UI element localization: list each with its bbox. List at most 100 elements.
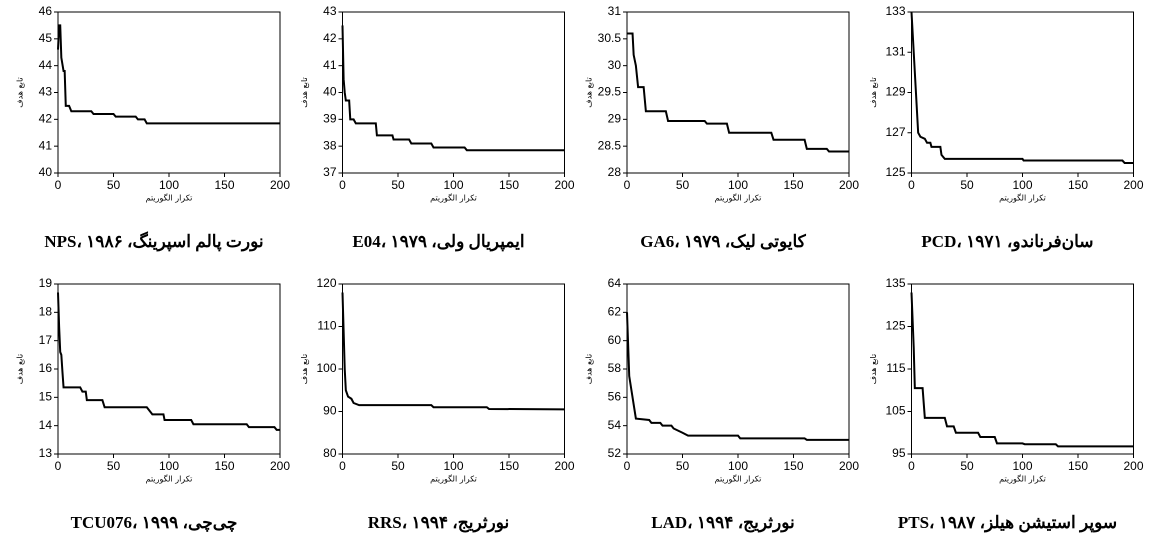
y-tick-label: 37 bbox=[323, 165, 337, 179]
plot-frame bbox=[342, 11, 565, 174]
x-tick-label: 0 bbox=[339, 178, 346, 192]
chart-panel: 37 38 39 40 41 42 43 0 50 100 150 200 تکرار الگوریتم… bbox=[300, 4, 575, 252]
line bbox=[627, 32, 849, 153]
x-tick-label: 0 bbox=[908, 459, 915, 473]
y-tick-label: 28.5 bbox=[598, 138, 622, 152]
x-tick-label: 50 bbox=[960, 459, 974, 473]
x-tick-label: 0 bbox=[55, 178, 62, 192]
y-tick-label: 105 bbox=[885, 404, 905, 418]
x-tick-label: 150 bbox=[214, 459, 234, 473]
line bbox=[626, 312, 849, 441]
x-tick-label: 150 bbox=[783, 178, 803, 192]
y-tick-label: 129 bbox=[885, 85, 905, 99]
x-axis-label: تکرار الگوریتم bbox=[715, 474, 762, 484]
x-tick-label: 0 bbox=[624, 178, 631, 192]
y-tick-label: 29 bbox=[608, 112, 622, 126]
y-tick-label: 131 bbox=[885, 44, 905, 58]
y-tick-label: 40 bbox=[323, 85, 337, 99]
y-tick-label: 18 bbox=[39, 305, 53, 319]
x-axis-label: تکرار الگوریتم bbox=[430, 193, 477, 203]
y-axis-label: تابع هدف bbox=[300, 354, 309, 384]
x-tick-label: 150 bbox=[1068, 459, 1088, 473]
chart-title: نورثریج، LAD، ۱۹۹۴ bbox=[651, 513, 794, 533]
x-tick-label: 50 bbox=[960, 178, 974, 192]
chart-panel: 95 105 115 125 135 0 50 100 150 200 تکرار الگوریتم… bbox=[869, 276, 1144, 533]
x-axis-label: تکرار الگوریتم bbox=[146, 193, 193, 203]
chart-panel: 125 127 129 131 133 0 50 100 150 200 تکرار الگوریت… bbox=[869, 4, 1144, 252]
x-tick-label: 100 bbox=[443, 178, 463, 192]
chart-title: ایمپریال ولی، E04، ۱۹۷۹ bbox=[352, 232, 524, 252]
chart-title: سوپر استیشن هیلز، PTS، ۱۹۸۷ bbox=[898, 513, 1117, 533]
y-axis-label: تابع هدف bbox=[869, 354, 878, 384]
x-tick-label: 50 bbox=[676, 459, 690, 473]
y-tick-label: 54 bbox=[608, 418, 622, 432]
plot-frame bbox=[342, 283, 565, 455]
x-tick-label: 100 bbox=[443, 459, 463, 473]
y-tick-label: 28 bbox=[608, 165, 622, 179]
x-axis-label: تکرار الگوریتم bbox=[999, 193, 1046, 203]
y-tick-label: 120 bbox=[316, 276, 336, 290]
x-tick-label: 100 bbox=[728, 459, 748, 473]
chart-panel: 13 14 15 16 17 18 19 0 50 100 150 200 تکرار الگوریتم… bbox=[16, 276, 291, 533]
y-tick-label: 58 bbox=[608, 361, 622, 375]
y-tick-label: 133 bbox=[885, 4, 905, 18]
x-tick-label: 50 bbox=[107, 178, 121, 192]
chart-panel: 80 90 100 110 120 0 50 100 150 200 تکرار الگوریتم ت… bbox=[300, 276, 575, 533]
y-tick-label: 39 bbox=[323, 112, 337, 126]
x-tick-label: 200 bbox=[554, 459, 574, 473]
chart-panel: 28 28.5 29 29.5 30 30.5 31 0 50 100 150 200 تکرار ال… bbox=[585, 4, 860, 252]
x-tick-label: 100 bbox=[159, 178, 179, 192]
chart-panel: 40 41 42 43 44 45 46 0 50 100 150 200 تکرار الگوریتم… bbox=[16, 4, 291, 252]
y-tick-label: 14 bbox=[39, 418, 53, 432]
x-tick-label: 200 bbox=[1123, 459, 1143, 473]
line bbox=[57, 24, 280, 125]
y-tick-label: 60 bbox=[608, 333, 622, 347]
y-tick-label: 52 bbox=[608, 446, 622, 460]
line bbox=[910, 11, 1134, 164]
plot-frame bbox=[626, 283, 850, 455]
y-tick-label: 42 bbox=[39, 112, 53, 126]
y-tick-label: 64 bbox=[608, 276, 622, 290]
x-tick-label: 150 bbox=[499, 178, 519, 192]
chart-title: نورت پالم اسپرینگ، NPS، ۱۹۸۶ bbox=[44, 231, 263, 252]
chart-title: سان‌فرناندو، PCD، ۱۹۷۱ bbox=[921, 232, 1093, 252]
x-axis-label: تکرار الگوریتم bbox=[999, 474, 1046, 484]
y-tick-label: 41 bbox=[323, 58, 337, 72]
x-tick-label: 100 bbox=[1012, 178, 1032, 192]
line bbox=[57, 292, 280, 431]
y-tick-label: 13 bbox=[39, 446, 53, 460]
y-tick-label: 56 bbox=[608, 390, 622, 404]
x-tick-label: 50 bbox=[391, 178, 405, 192]
x-tick-label: 200 bbox=[270, 459, 290, 473]
y-tick-label: 80 bbox=[323, 446, 337, 460]
y-tick-label: 127 bbox=[885, 125, 905, 139]
line bbox=[341, 25, 565, 152]
y-tick-label: 43 bbox=[323, 4, 337, 18]
x-tick-label: 150 bbox=[214, 178, 234, 192]
x-tick-label: 50 bbox=[391, 459, 405, 473]
chart-title: کایوتی لیک، GA6، ۱۹۷۹ bbox=[640, 232, 806, 252]
y-axis-label: تابع هدف bbox=[16, 77, 25, 107]
x-tick-label: 0 bbox=[339, 459, 346, 473]
x-tick-label: 150 bbox=[1068, 178, 1088, 192]
y-tick-label: 30 bbox=[608, 58, 622, 72]
chart-title: چی‌چی، TCU076، ۱۹۹۹ bbox=[71, 513, 238, 533]
y-tick-label: 110 bbox=[317, 319, 336, 333]
x-tick-label: 100 bbox=[1012, 459, 1032, 473]
x-axis-label: تکرار الگوریتم bbox=[146, 474, 193, 484]
y-tick-label: 95 bbox=[892, 446, 906, 460]
y-tick-label: 16 bbox=[39, 361, 53, 375]
y-tick-label: 43 bbox=[39, 85, 53, 99]
x-tick-label: 0 bbox=[908, 178, 915, 192]
x-tick-label: 50 bbox=[676, 178, 690, 192]
y-axis-label: تابع هدف bbox=[869, 77, 878, 107]
y-tick-label: 31 bbox=[608, 4, 622, 18]
y-tick-label: 135 bbox=[885, 276, 905, 290]
plot-frame bbox=[57, 283, 281, 455]
y-axis-label: تابع هدف bbox=[585, 354, 594, 384]
y-tick-label: 38 bbox=[323, 138, 337, 152]
y-tick-label: 17 bbox=[39, 333, 53, 347]
x-axis-label: تکرار الگوریتم bbox=[430, 474, 477, 484]
